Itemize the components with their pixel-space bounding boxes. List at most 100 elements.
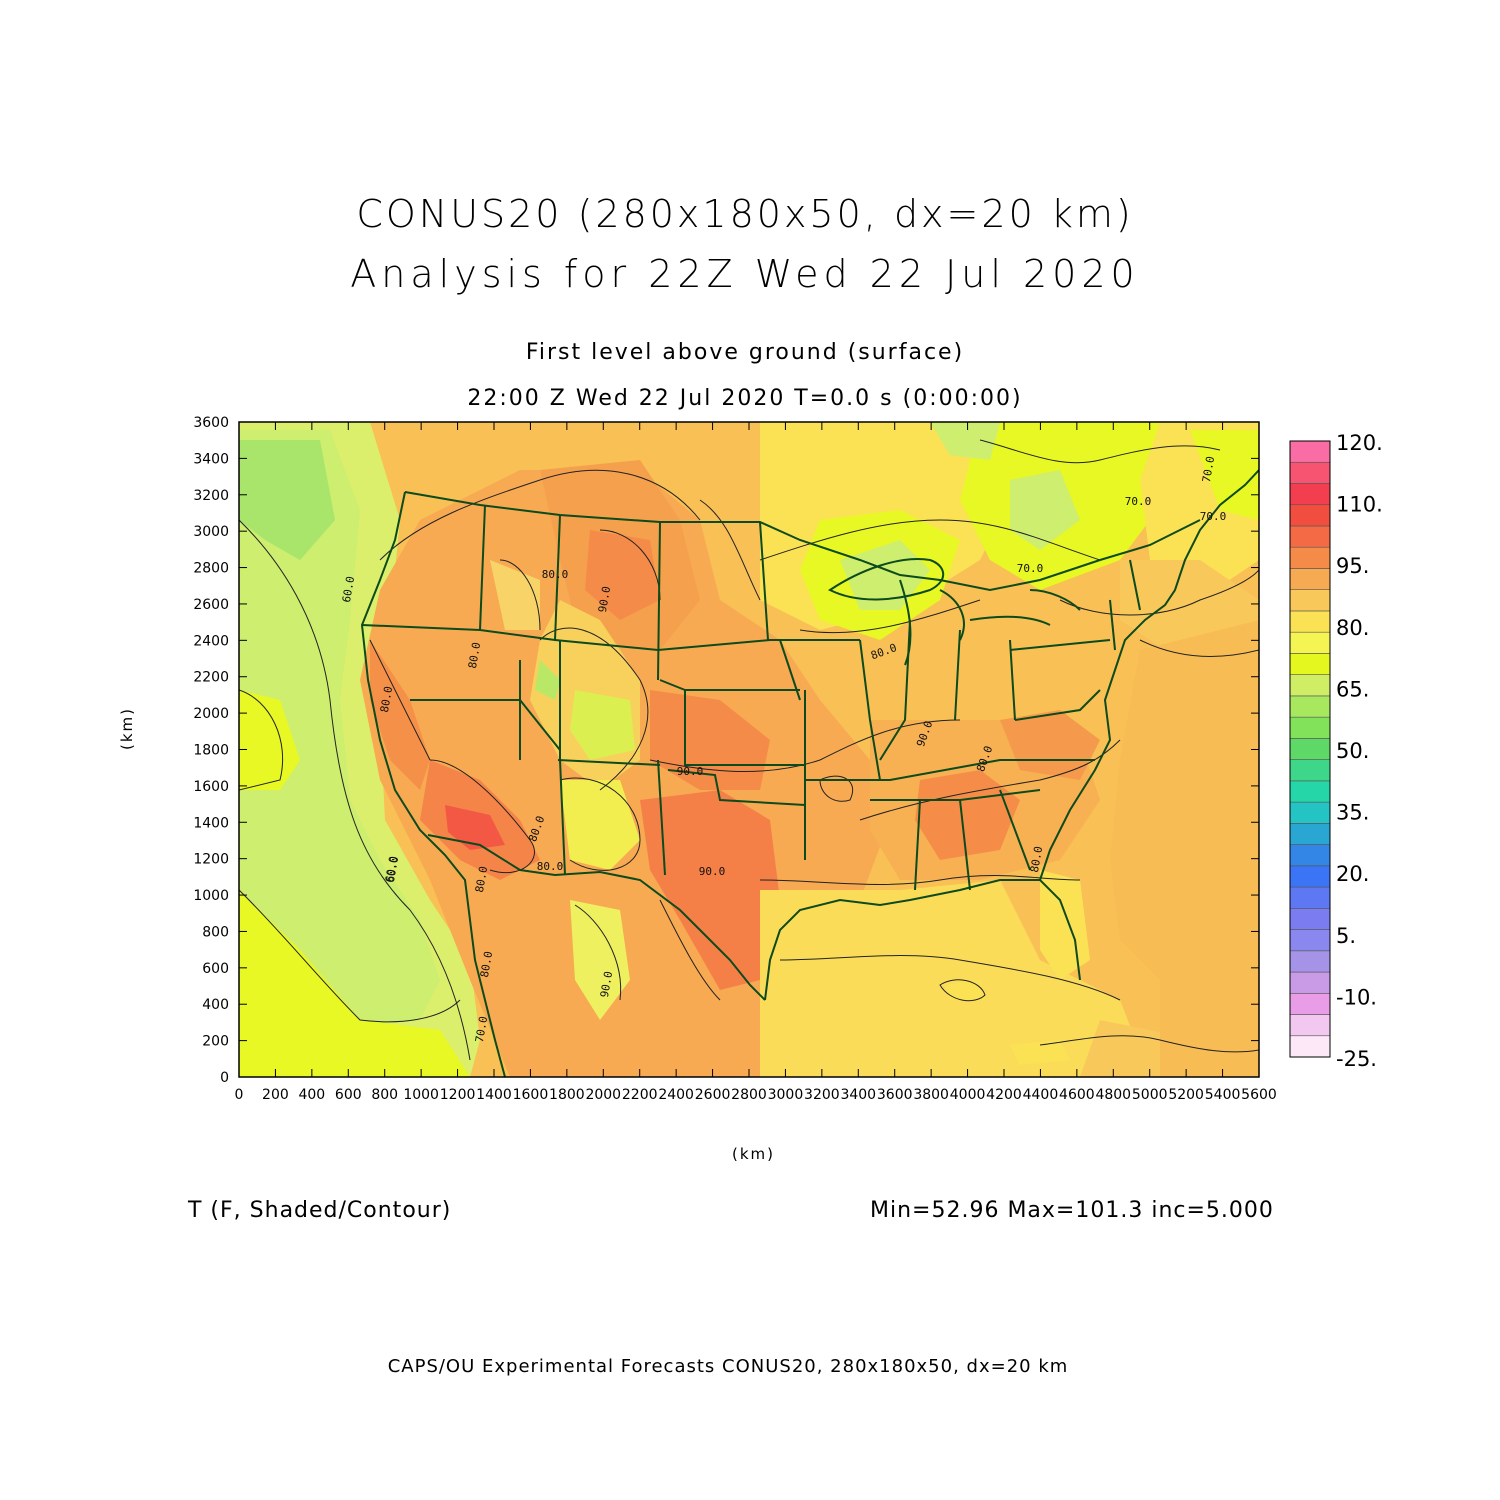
colorbar-swatch <box>1289 716 1331 739</box>
x-tick-label: 4800 <box>1095 1087 1131 1103</box>
colorbar-swatch <box>1289 440 1331 463</box>
contour-label: 70.0 <box>1125 495 1152 508</box>
colorbar-swatch <box>1289 504 1331 527</box>
y-tick-label: 2400 <box>193 633 229 649</box>
x-tick-label: 4400 <box>1023 1087 1059 1103</box>
colorbar-label: 5. <box>1336 924 1356 948</box>
x-tick-label: 5400 <box>1205 1087 1241 1103</box>
contour-label: 80.0 <box>1028 845 1045 873</box>
colorbar-swatch <box>1289 992 1331 1015</box>
colorbar-swatch <box>1289 908 1331 930</box>
y-tick-label: 800 <box>202 924 229 940</box>
x-tick-label: 2800 <box>731 1087 767 1103</box>
x-tick-label: 3800 <box>913 1087 949 1103</box>
y-tick-label: 1800 <box>193 743 229 759</box>
level-description: First level above ground (surface) <box>525 340 965 365</box>
contour-label: 90.0 <box>699 865 726 878</box>
colorbar-swatch <box>1289 780 1331 803</box>
colorbar-swatch <box>1289 653 1331 675</box>
x-tick-label: 1400 <box>476 1087 512 1103</box>
contour-label: 70.0 <box>1200 510 1227 523</box>
contour-label: 60.0 <box>340 575 357 603</box>
colorbar: 120. 110. 95. 80. 65. 50. 35. 20. 5. -10. -25. <box>1289 431 1383 1071</box>
contour-label: 60.0 <box>383 855 400 883</box>
field-label: T (F, Shaded/Contour) <box>188 1198 452 1223</box>
x-tick-label: 3400 <box>840 1087 876 1103</box>
y-tick-label: 0 <box>220 1070 229 1086</box>
colorbar-label: 50. <box>1336 739 1369 763</box>
x-tick-label: 1600 <box>513 1087 549 1103</box>
contour-label: 80.0 <box>478 950 495 978</box>
y-axis: 0 200 400 600 800 1000 1200 1400 1600 1800 2000 220… <box>193 415 1259 1086</box>
x-tick-label: 1800 <box>549 1087 585 1103</box>
contour-label: 90.0 <box>596 585 613 613</box>
y-tick-label: 3600 <box>193 415 229 431</box>
colorbar-label: -25. <box>1336 1047 1377 1071</box>
colorbar-frame <box>1289 440 1331 1058</box>
y-tick-label: 2000 <box>193 706 229 722</box>
colorbar-swatch <box>1289 929 1331 952</box>
y-tick-label: 1400 <box>193 815 229 831</box>
x-tick-label: 5000 <box>1132 1087 1168 1103</box>
x-tick-label: 800 <box>371 1087 398 1103</box>
colorbar-swatch <box>1289 801 1331 824</box>
footer-credit: CAPS/OU Experimental Forecasts CONUS20, … <box>387 1356 1069 1377</box>
contour-label: 70.0 <box>1017 562 1044 575</box>
map-subtitle-valid-time: Analysis for 22Z Wed 22 Jul 2020 <box>350 252 1140 296</box>
y-tick-label: 3000 <box>193 524 229 540</box>
colorbar-swatch <box>1289 695 1331 718</box>
colorbar-swatch <box>1289 610 1331 633</box>
colorbar-swatch <box>1289 546 1331 569</box>
colorbar-swatch <box>1289 568 1331 590</box>
y-tick-label: 1200 <box>193 852 229 868</box>
colorbar-swatch <box>1289 950 1331 973</box>
contour-label: 60.0 <box>384 855 401 883</box>
colorbar-swatch <box>1289 865 1331 888</box>
y-axis-title: (km) <box>118 706 136 750</box>
contour-label: 90.0 <box>677 765 704 778</box>
colorbar-label: 95. <box>1336 554 1369 578</box>
contour-label: 80.0 <box>473 865 490 893</box>
x-tick-label: 5200 <box>1168 1087 1204 1103</box>
x-tick-label: 0 <box>235 1087 244 1103</box>
geographic-boundaries <box>360 469 1259 1077</box>
x-tick-label: 400 <box>298 1087 325 1103</box>
x-tick-label: 2400 <box>658 1087 694 1103</box>
colorbar-label: 65. <box>1336 677 1369 701</box>
x-tick-label: 600 <box>335 1087 362 1103</box>
contour-label: 70.0 <box>1200 455 1217 483</box>
x-tick-label: 4000 <box>950 1087 986 1103</box>
colorbar-swatch <box>1289 759 1331 782</box>
contour-label: 80.0 <box>466 641 483 669</box>
y-tick-label: 2200 <box>193 670 229 686</box>
colorbar-swatch <box>1289 1014 1331 1037</box>
x-axis-title: (km) <box>732 1145 776 1163</box>
x-tick-label: 2000 <box>585 1087 621 1103</box>
contour-label: 80.0 <box>537 860 564 873</box>
y-tick-label: 3200 <box>193 488 229 504</box>
y-tick-label: 200 <box>202 1034 229 1050</box>
colorbar-swatch <box>1289 631 1331 654</box>
y-tick-label: 600 <box>202 961 229 977</box>
x-tick-label: 5600 <box>1241 1087 1277 1103</box>
y-tick-label: 2600 <box>193 597 229 613</box>
x-tick-label: 2200 <box>622 1087 658 1103</box>
x-tick-label: 3000 <box>768 1087 804 1103</box>
colorbar-label: 20. <box>1336 862 1369 886</box>
colorbar-swatch <box>1289 886 1331 909</box>
colorbar-swatch <box>1289 674 1331 697</box>
x-axis: 0 200 400 600 800 1000 1200 1400 1600 1800 2000 220… <box>235 422 1277 1103</box>
contour-lines <box>239 439 1259 1061</box>
contour-label: 80.0 <box>378 685 395 713</box>
contour-label: 70.0 <box>473 1015 490 1043</box>
colorbar-swatch <box>1289 483 1331 506</box>
x-tick-label: 4200 <box>986 1087 1022 1103</box>
x-tick-label: 2600 <box>695 1087 731 1103</box>
colorbar-label: 120. <box>1336 431 1383 455</box>
y-tick-label: 2800 <box>193 561 229 577</box>
y-tick-label: 1000 <box>193 888 229 904</box>
contour-label: 90.0 <box>598 970 615 998</box>
y-tick-label: 400 <box>202 997 229 1013</box>
x-tick-label: 4600 <box>1059 1087 1095 1103</box>
